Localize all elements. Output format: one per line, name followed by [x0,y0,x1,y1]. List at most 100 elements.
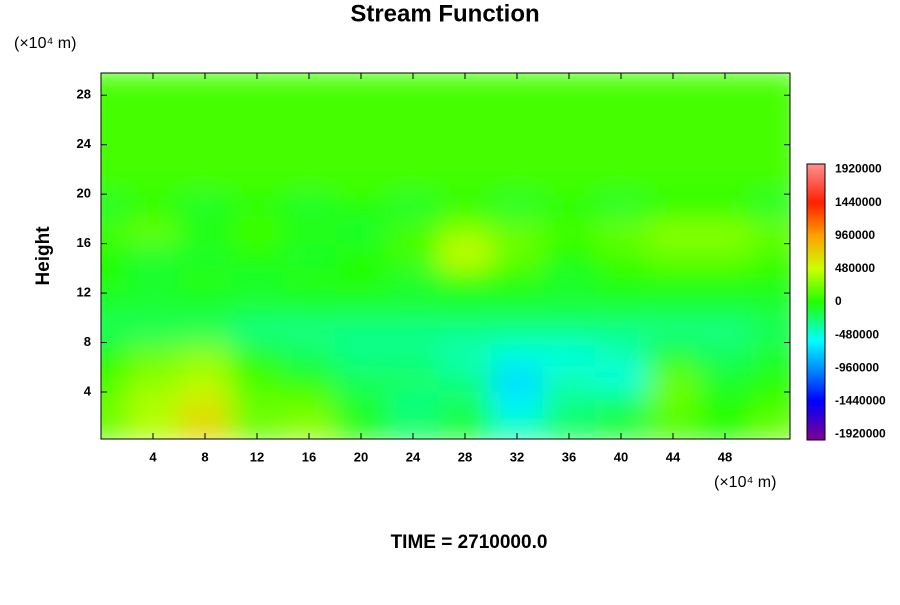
field-cell [439,169,492,195]
field-cell [231,73,284,96]
field-cell [231,416,284,439]
field-cell [335,367,388,393]
field-cell [387,268,440,294]
plot-frame [100,72,791,440]
field-cell [751,367,790,393]
field-cell [283,194,336,220]
x-tick-label: 48 [718,449,732,464]
field-cell [543,243,596,269]
field-cell [751,268,790,294]
field-cell [439,194,492,220]
field-cell [101,73,128,96]
y-tick-label: 16 [77,235,91,250]
field-cell [543,268,596,294]
colorbar-tick-label: 1920000 [835,162,882,176]
field-cell [231,293,284,319]
field-cell [283,95,336,121]
field-cell [751,144,790,170]
field-cell [699,144,752,170]
field-cell [387,416,440,439]
field-cell [439,73,492,96]
field-cell [439,342,492,368]
field-cell [283,342,336,368]
field-cell [699,95,752,121]
field-cell [491,169,544,195]
field-cell [335,342,388,368]
field-cell [283,243,336,269]
field-cell [543,342,596,368]
field-cell [491,342,544,368]
field-cell [699,317,752,344]
plot-area [101,73,790,439]
colorbar-tick-label: -1920000 [835,427,886,441]
field-cell [751,392,790,418]
field-cell [179,293,232,319]
field-cell [101,194,128,220]
field-cell [439,218,492,245]
field-cell [439,317,492,344]
field-cell [127,194,180,220]
field-cell [439,293,492,319]
x-tick-label: 4 [149,449,157,464]
field-cell [699,367,752,393]
field-cell [491,317,544,344]
x-tick-label: 32 [510,449,524,464]
field-cell [387,95,440,121]
field-cell [335,218,388,245]
field-cell [335,95,388,121]
field-cell [543,293,596,319]
field-cell [491,416,544,439]
field-cell [647,243,700,269]
field-cell [491,392,544,418]
field-cell [127,243,180,269]
field-cell [647,194,700,220]
field-cell [101,317,128,344]
field-cell [439,119,492,146]
field-cell [127,317,180,344]
field-cell [231,317,284,344]
field-cell [751,342,790,368]
field-cell [439,95,492,121]
field-cell [387,73,440,96]
y-tick-label: 28 [77,87,91,102]
field-cell [439,243,492,269]
field-cell [179,268,232,294]
field-cell [179,416,232,439]
field-cell [127,119,180,146]
field-cell [231,268,284,294]
field-cell [543,194,596,220]
field-cell [387,342,440,368]
field-cell [543,392,596,418]
field-cell [491,218,544,245]
field-cell [491,367,544,393]
field-cell [595,119,648,146]
field-cell [127,73,180,96]
field-cell [647,268,700,294]
field-cell [335,169,388,195]
field-cell [439,416,492,439]
field-cell [699,293,752,319]
field-cell [595,342,648,368]
field-cell [127,293,180,319]
field-cell [101,95,128,121]
field-cell [231,218,284,245]
x-tick-label: 24 [406,449,421,464]
field-cell [491,119,544,146]
chart-title: Stream Function [350,0,539,27]
field-cell [101,367,128,393]
field-cell [283,416,336,439]
colorbar-tick-label: 0 [835,294,842,308]
field-cell [595,194,648,220]
field-cell [101,243,128,269]
field-cell [335,293,388,319]
field-cell [543,95,596,121]
field-cell [179,169,232,195]
field-cell [751,243,790,269]
colorbar-tick-label: -480000 [835,327,879,341]
field-cell [283,293,336,319]
field [101,73,790,439]
colorbar-tick-label: 960000 [835,228,875,242]
x-tick-label: 16 [302,449,316,464]
field-cell [595,268,648,294]
